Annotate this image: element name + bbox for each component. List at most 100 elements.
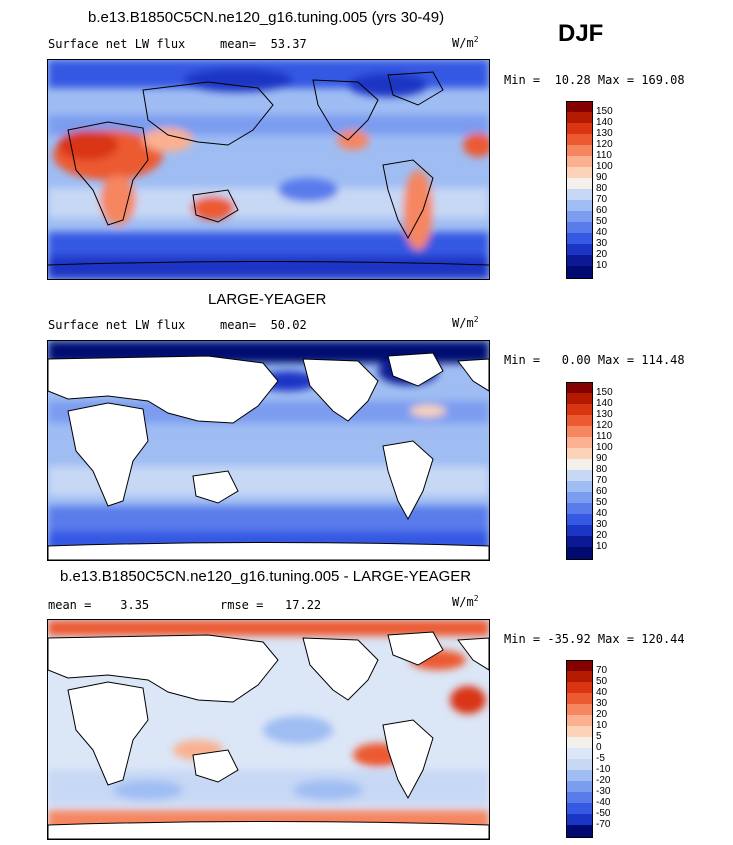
- colorbar-swatch: [566, 814, 593, 826]
- colorbar-swatch: [566, 459, 593, 471]
- colorbar-swatch: [566, 503, 593, 515]
- panel-title: b.e13.B1850C5CN.ne120_g16.tuning.005 - L…: [60, 568, 472, 585]
- colorbar-tick-label: -40: [596, 797, 611, 808]
- colorbar-swatch: [566, 393, 593, 405]
- colorbar-swatch: [566, 704, 593, 716]
- colorbar-swatch: [566, 200, 593, 212]
- mean-label: mean= 50.02: [220, 318, 307, 332]
- colorbar-tick-label: 5: [596, 731, 602, 742]
- colorbar-tick-label: 70: [596, 194, 608, 205]
- colorbar-tick-label: 60: [596, 205, 608, 216]
- colorbar-tick-label: 30: [596, 519, 608, 530]
- colorbar-swatch: [566, 737, 593, 749]
- map-diff: [47, 619, 490, 840]
- colorbar-tick-label: 50: [596, 216, 608, 227]
- colorbar-tick-label: 80: [596, 183, 608, 194]
- min-max-label: Min = -35.92 Max = 120.44: [504, 632, 685, 646]
- min-max-label: Min = 0.00 Max = 114.48: [504, 353, 685, 367]
- colorbar-tick-label: 40: [596, 508, 608, 519]
- colorbar-swatch: [566, 404, 593, 416]
- colorbar-tick-label: 70: [596, 665, 608, 676]
- colorbar-tick-label: 40: [596, 687, 608, 698]
- colorbar-tick-label: 150: [596, 106, 613, 117]
- colorbar-tick-label: 20: [596, 709, 608, 720]
- colorbar-swatch: [566, 748, 593, 760]
- diff-mean-label: mean = 3.35: [48, 598, 150, 612]
- colorbar-tick-label: 130: [596, 128, 613, 139]
- colorbar-swatch: [566, 123, 593, 135]
- colorbar-swatch: [566, 803, 593, 815]
- colorbar-swatch: [566, 244, 593, 256]
- colorbar-tick-label: 150: [596, 387, 613, 398]
- colorbar-tick-label: 110: [596, 150, 612, 161]
- colorbar-model: 150 140 130 120 110 100 90 80 70 60 50 40 30 20 10: [566, 101, 626, 279]
- colorbar-swatch: [566, 682, 593, 694]
- colorbar-tick-label: 80: [596, 464, 608, 475]
- colorbar-swatch: [566, 470, 593, 482]
- colorbar-swatch: [566, 693, 593, 705]
- colorbar-tick-label: -70: [596, 819, 611, 830]
- colorbar-swatch: [566, 792, 593, 804]
- colorbar-swatch: [566, 101, 593, 114]
- colorbar-tick-label: 60: [596, 486, 608, 497]
- colorbar-tick-label: 120: [596, 139, 613, 150]
- colorbar-tick-label: -50: [596, 808, 611, 819]
- colorbar-tick-label: 90: [596, 453, 608, 464]
- colorbar-tick-label: 100: [596, 161, 613, 172]
- colorbar-tick-label: 130: [596, 409, 613, 420]
- colorbar-tick-label: -30: [596, 786, 611, 797]
- panel-title: LARGE-YEAGER: [208, 291, 327, 308]
- colorbar-swatch: [566, 167, 593, 179]
- colorbar-swatch: [566, 671, 593, 683]
- colorbar-swatch: [566, 189, 593, 201]
- colorbar-tick-label: 50: [596, 676, 608, 687]
- min-max-label: Min = 10.28 Max = 169.08: [504, 73, 685, 87]
- colorbar-tick-label: 90: [596, 172, 608, 183]
- colorbar-tick-label: 40: [596, 227, 608, 238]
- field-label: Surface net LW flux: [48, 37, 186, 51]
- colorbar-swatch: [566, 415, 593, 427]
- season-label: DJF: [558, 20, 604, 47]
- colorbar-tick-label: 140: [596, 398, 613, 409]
- rmse-label: rmse = 17.22: [220, 598, 322, 612]
- units-label: W/m2: [452, 315, 479, 330]
- colorbar-swatch: [566, 726, 593, 738]
- colorbar-swatch: [566, 156, 593, 168]
- colorbar-swatch: [566, 759, 593, 771]
- colorbar-tick-label: -5: [596, 753, 605, 764]
- colorbar-swatch: [566, 514, 593, 526]
- colorbar-swatch: [566, 255, 593, 267]
- colorbar-tick-label: -10: [596, 764, 611, 775]
- colorbar-tick-label: 30: [596, 698, 608, 709]
- colorbar-tick-label: 100: [596, 442, 613, 453]
- colorbar-tick-label: 70: [596, 475, 608, 486]
- colorbar-swatch: [566, 382, 593, 395]
- colorbar-obs: 150 140 130 120 110 100 90 80 70 60 50 40 30 20 10: [566, 382, 626, 560]
- units-label: W/m2: [452, 594, 479, 609]
- panel-title: b.e13.B1850C5CN.ne120_g16.tuning.005 (yr…: [88, 9, 445, 26]
- colorbar-tick-label: 10: [596, 541, 608, 552]
- colorbar-swatch: [566, 525, 593, 537]
- colorbar-swatch: [566, 178, 593, 190]
- colorbar-swatch: [566, 660, 593, 673]
- colorbar-tick-label: 30: [596, 238, 608, 249]
- colorbar-swatch: [566, 547, 593, 560]
- colorbar-tick-label: 10: [596, 260, 608, 271]
- colorbar-swatch: [566, 426, 593, 438]
- colorbar-swatch: [566, 266, 593, 279]
- colorbar-tick-label: 50: [596, 497, 608, 508]
- colorbar-swatch: [566, 112, 593, 124]
- colorbar-diff: 70 50 40 30 20 10 5 0 -5 -10 -20 -30 -40 -50 -70: [566, 660, 626, 838]
- colorbar-swatch: [566, 481, 593, 493]
- colorbar-swatch: [566, 770, 593, 782]
- colorbar-swatch: [566, 222, 593, 234]
- colorbar-tick-label: 120: [596, 420, 613, 431]
- colorbar-tick-label: 140: [596, 117, 613, 128]
- colorbar-swatch: [566, 715, 593, 727]
- colorbar-tick-label: 110: [596, 431, 612, 442]
- colorbar-swatch: [566, 134, 593, 146]
- colorbar-tick-label: 0: [596, 742, 602, 753]
- colorbar-swatch: [566, 825, 593, 838]
- colorbar-tick-label: 20: [596, 530, 608, 541]
- colorbar-tick-label: 20: [596, 249, 608, 260]
